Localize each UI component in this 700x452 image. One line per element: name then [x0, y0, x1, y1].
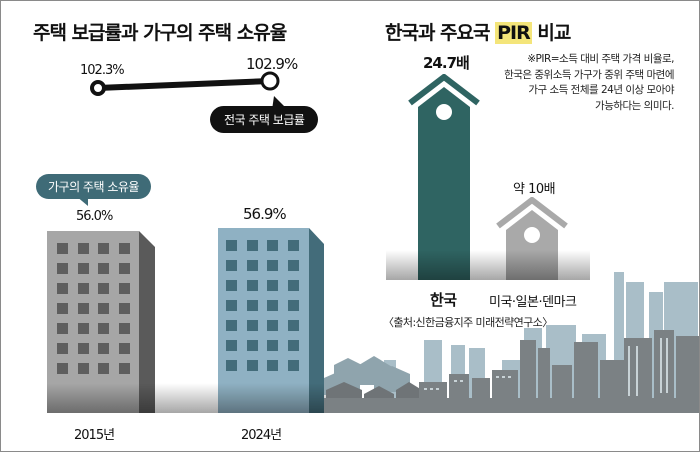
korea-house-icon	[408, 74, 480, 280]
city-skyline-illustration	[324, 272, 699, 413]
ownership-pill-pointer	[76, 196, 88, 206]
pir-note-line: 한국은 중위소득 가구가 중위 주택 마련에	[504, 68, 674, 81]
building-2015	[47, 231, 155, 413]
ownership-value-2015: 56.0%	[76, 209, 113, 224]
pir-note-line: 가구 소득 전체를 24년 이상 모아야	[528, 84, 674, 96]
source-citation: 〈출처:신한금융지주 미래전략연구소〉	[383, 316, 553, 329]
left-ground-shadow	[47, 383, 331, 413]
supply-value-2024: 102.9%	[246, 55, 298, 73]
left-panel-title: 주택 보급률과 가구의 주택 소유율	[33, 22, 287, 44]
supply-value-2015: 102.3%	[80, 63, 125, 78]
supply-point-2024	[260, 71, 280, 91]
others-pir-value: 약 10배	[513, 182, 556, 197]
pir-note-line: 가능하다는 의미다.	[595, 99, 674, 112]
right-title-prefix: 한국과 주요국	[385, 22, 496, 44]
ownership-value-2024: 56.9%	[243, 205, 287, 223]
supply-rate-label: 전국 주택 보급률	[210, 106, 319, 133]
year-label-2015: 2015년	[74, 428, 115, 443]
supply-rate-line	[90, 71, 280, 96]
right-title-suffix: 비교	[531, 22, 571, 44]
ownership-rate-label: 가구의 주택 소유율	[36, 174, 151, 199]
korea-label: 한국	[430, 291, 457, 309]
building-2024	[218, 228, 324, 413]
pir-note-line: ※PIR=소득 대비 주택 가격 비율로,	[527, 53, 674, 65]
korea-pir-value: 24.7배	[423, 54, 470, 72]
right-ground-shadow	[386, 250, 590, 280]
others-label: 미국·일본·덴마크	[489, 295, 577, 310]
supply-point-2015	[90, 80, 106, 96]
pir-note: ※PIR=소득 대비 주택 가격 비율로, 한국은 중위소득 가구가 중위 주택…	[504, 52, 674, 114]
year-label-2024: 2024년	[241, 428, 282, 443]
others-house-icon	[496, 197, 568, 280]
right-panel-title: 한국과 주요국 PIR 비교	[385, 18, 571, 45]
pir-highlight: PIR	[495, 22, 532, 44]
